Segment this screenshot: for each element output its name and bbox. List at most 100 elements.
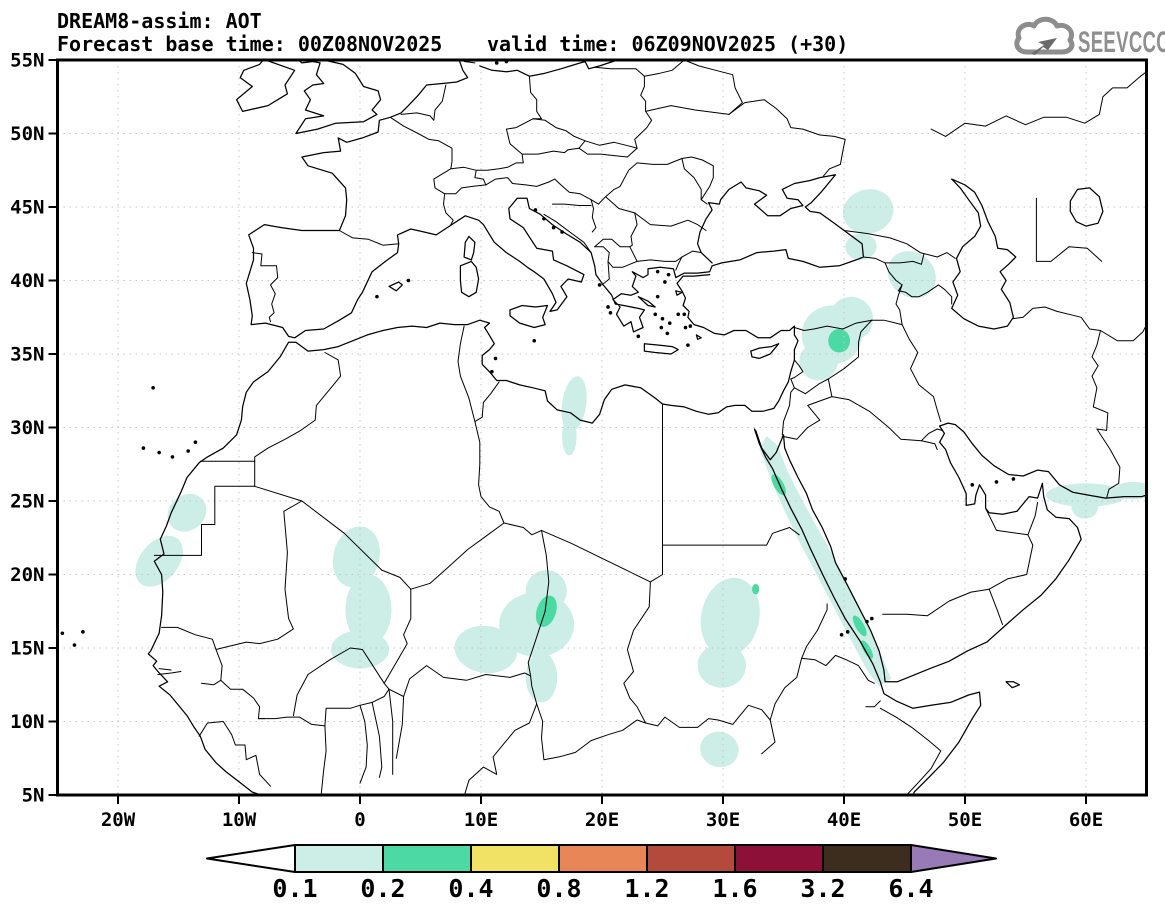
colorbar-left-arrow [206,844,296,873]
island-dot [843,577,848,581]
country-border [636,156,714,205]
island-dot [542,216,546,221]
aot-patch [860,640,874,659]
country-border [551,203,592,206]
country-border [400,84,447,121]
seevccc-logo: SEEVCCC [1014,16,1165,59]
coastline [750,343,780,360]
island-dot [665,331,670,336]
island-dot [865,619,869,624]
coastline [388,281,403,292]
aot-patch [697,643,746,688]
aot-patch [700,577,760,657]
country-border [649,403,663,583]
island-dot [994,480,999,484]
colorbar-label: 0.8 [536,874,581,903]
country-border [681,158,702,201]
country-border [605,196,636,214]
lat-tick-label: 30N [10,417,44,439]
country-border [901,324,942,423]
country-border [793,319,873,331]
lon-tick-label: 20W [101,809,136,831]
island-dot [653,312,658,317]
colorbar-label: 0.1 [272,874,317,903]
aot-patch [887,251,936,299]
country-border [590,199,597,233]
country-border [157,671,182,675]
colorbar-segment [558,844,648,873]
coastline [463,235,476,261]
lon-tick-label: 40E [827,809,861,831]
coastline [1005,681,1021,689]
lon-tick-label: 10W [222,809,257,831]
island-dot [141,446,146,450]
country-border [389,116,453,170]
island-dot [193,440,198,445]
lat-tick-label: 20N [10,564,44,586]
lon-tick-label: 60E [1069,809,1103,831]
island-dot [655,294,660,299]
coastline [295,60,382,135]
country-border [761,719,776,755]
island-dot [870,616,874,621]
country-border [528,75,542,120]
aot-patch [799,342,838,381]
country-border [879,707,942,794]
country-border [728,99,846,177]
country-border [584,66,653,149]
colorbar-right-arrow [910,844,997,873]
island-dot [608,311,613,315]
country-border [601,260,610,286]
country-border [1091,330,1121,499]
country-border [474,421,542,536]
country-border [541,529,651,583]
colorbar-segment [646,844,736,873]
lat-tick-label: 40N [10,270,44,292]
lat-tick-label: 50N [10,123,44,145]
country-border [643,60,685,77]
country-border [158,668,172,671]
island-dot [667,321,672,325]
island-dot [606,305,610,309]
island-dot [533,208,538,212]
country-border [254,485,412,590]
plot-valid-time: valid time: 06Z09NOV2025 (+30) [487,32,848,56]
colorbar: 0.1 0.2 0.4 0.8 1.2 1.6 3.2 6.4 [206,844,997,903]
country-border [1100,324,1147,342]
coastline [675,290,683,296]
country-border [320,725,327,794]
aot-patch [843,189,894,234]
colorbar-label: 0.4 [448,874,493,903]
colorbar-segment [470,844,560,873]
island-dot [157,450,161,455]
colorbar-label: 3.2 [800,874,845,903]
country-border [1011,306,1101,331]
country-border [683,60,743,115]
island-dot [660,316,665,321]
island-dot [493,356,498,361]
island-dot [406,278,411,283]
country-border [645,704,771,728]
island-dot [375,294,379,299]
country-border [645,105,730,115]
coastline [245,60,865,339]
country-border [862,253,925,265]
country-border [359,704,368,784]
island-dot [839,632,844,637]
country-border [636,250,702,262]
island-dot [676,312,681,317]
aot-patch [1071,495,1099,519]
island-dot [560,230,564,234]
country-border [505,118,586,155]
country-border [781,378,833,440]
country-border [920,428,943,442]
country-border [801,654,875,684]
aot-patch [845,233,877,260]
country-border [662,527,800,546]
island-dot [151,386,155,390]
country-border [403,665,532,697]
island-dot [636,334,641,339]
country-border [161,500,303,650]
coastline [235,60,296,113]
